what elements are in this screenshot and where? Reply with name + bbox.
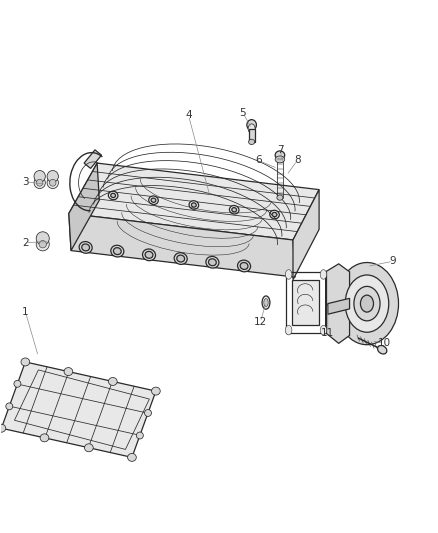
Ellipse shape bbox=[249, 139, 254, 144]
Ellipse shape bbox=[237, 260, 251, 272]
Polygon shape bbox=[325, 264, 350, 343]
Ellipse shape bbox=[85, 444, 93, 452]
Ellipse shape bbox=[177, 255, 184, 262]
Ellipse shape bbox=[145, 409, 152, 416]
Ellipse shape bbox=[240, 263, 248, 269]
Text: 6: 6 bbox=[255, 156, 261, 165]
Ellipse shape bbox=[79, 241, 92, 253]
Ellipse shape bbox=[39, 240, 46, 248]
Ellipse shape bbox=[64, 368, 73, 376]
Text: 9: 9 bbox=[390, 256, 396, 266]
Ellipse shape bbox=[127, 454, 136, 462]
Ellipse shape bbox=[272, 213, 277, 217]
Ellipse shape bbox=[189, 201, 198, 209]
Ellipse shape bbox=[109, 377, 117, 385]
Text: 10: 10 bbox=[378, 338, 391, 349]
Ellipse shape bbox=[191, 203, 196, 207]
Ellipse shape bbox=[354, 286, 380, 321]
Ellipse shape bbox=[113, 248, 121, 255]
Text: 7: 7 bbox=[277, 145, 283, 155]
Ellipse shape bbox=[208, 259, 216, 266]
Ellipse shape bbox=[286, 325, 292, 335]
Ellipse shape bbox=[270, 211, 279, 219]
Polygon shape bbox=[69, 214, 295, 277]
Text: 12: 12 bbox=[254, 317, 267, 327]
Ellipse shape bbox=[320, 325, 327, 335]
Polygon shape bbox=[84, 150, 102, 168]
Ellipse shape bbox=[277, 195, 283, 200]
Text: 2: 2 bbox=[22, 238, 28, 248]
Ellipse shape bbox=[111, 193, 116, 198]
Text: 3: 3 bbox=[22, 176, 28, 187]
Polygon shape bbox=[249, 128, 254, 142]
Ellipse shape bbox=[82, 244, 89, 251]
Ellipse shape bbox=[111, 245, 124, 257]
Ellipse shape bbox=[336, 263, 399, 345]
Ellipse shape bbox=[36, 179, 43, 186]
Ellipse shape bbox=[34, 177, 46, 189]
Ellipse shape bbox=[275, 156, 285, 163]
Ellipse shape bbox=[174, 253, 187, 264]
Ellipse shape bbox=[108, 191, 118, 200]
Ellipse shape bbox=[151, 198, 156, 203]
Ellipse shape bbox=[40, 434, 49, 442]
Ellipse shape bbox=[36, 232, 49, 245]
Ellipse shape bbox=[378, 345, 387, 354]
Polygon shape bbox=[1, 362, 156, 457]
Ellipse shape bbox=[136, 432, 143, 439]
Ellipse shape bbox=[0, 424, 6, 432]
Text: 1: 1 bbox=[22, 306, 28, 317]
Ellipse shape bbox=[248, 124, 255, 133]
Ellipse shape bbox=[206, 256, 219, 268]
Ellipse shape bbox=[14, 381, 21, 387]
Text: 11: 11 bbox=[321, 328, 335, 338]
Ellipse shape bbox=[21, 358, 30, 366]
Ellipse shape bbox=[286, 270, 292, 279]
Text: 4: 4 bbox=[185, 110, 192, 120]
Ellipse shape bbox=[152, 387, 160, 395]
Polygon shape bbox=[69, 163, 319, 240]
Ellipse shape bbox=[275, 151, 285, 159]
Ellipse shape bbox=[149, 196, 158, 205]
Ellipse shape bbox=[36, 238, 49, 251]
Text: 8: 8 bbox=[294, 156, 300, 165]
Ellipse shape bbox=[145, 252, 153, 259]
Ellipse shape bbox=[47, 177, 58, 189]
Ellipse shape bbox=[360, 295, 374, 312]
Polygon shape bbox=[292, 280, 319, 325]
Ellipse shape bbox=[320, 270, 327, 279]
Ellipse shape bbox=[49, 179, 56, 186]
Ellipse shape bbox=[345, 275, 389, 332]
Ellipse shape bbox=[6, 403, 13, 410]
Polygon shape bbox=[328, 298, 350, 314]
Ellipse shape bbox=[264, 298, 268, 306]
Ellipse shape bbox=[230, 206, 239, 214]
Text: 5: 5 bbox=[240, 108, 246, 118]
Ellipse shape bbox=[232, 208, 237, 212]
Ellipse shape bbox=[34, 171, 46, 182]
Ellipse shape bbox=[142, 249, 155, 261]
Ellipse shape bbox=[47, 171, 58, 182]
Ellipse shape bbox=[247, 119, 256, 130]
Polygon shape bbox=[69, 163, 99, 251]
Ellipse shape bbox=[262, 296, 270, 309]
Polygon shape bbox=[293, 190, 319, 280]
